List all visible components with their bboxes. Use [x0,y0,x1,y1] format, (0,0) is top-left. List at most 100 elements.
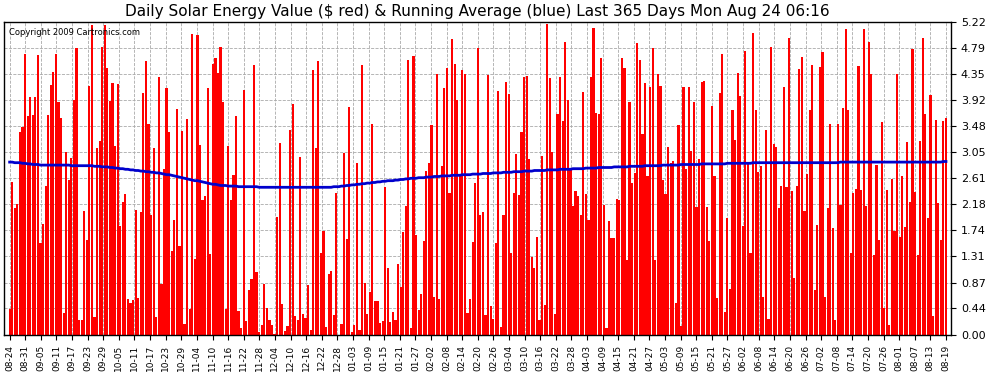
Bar [165,88,167,335]
Bar [458,174,461,335]
Bar [791,191,793,335]
Bar [37,55,39,335]
Bar [333,315,335,335]
Bar [35,97,37,335]
Bar [608,221,610,335]
Bar [490,306,492,335]
Bar [574,191,576,335]
Bar [870,74,872,335]
Bar [461,70,463,335]
Bar [125,194,127,335]
Bar [238,311,240,335]
Bar [551,152,553,335]
Bar [603,205,605,335]
Bar [70,158,72,335]
Bar [744,51,746,335]
Bar [564,42,566,335]
Bar [595,112,597,335]
Bar [654,260,656,335]
Bar [350,332,352,335]
Bar [325,327,327,335]
Bar [664,194,666,335]
Bar [680,326,682,335]
Bar [880,122,883,335]
Bar [389,322,391,335]
Bar [775,147,777,335]
Bar [243,90,245,335]
Bar [9,309,11,335]
Bar [528,159,531,335]
Bar [374,301,376,335]
Bar [217,74,219,335]
Bar [932,316,935,335]
Bar [304,318,307,335]
Bar [656,74,659,335]
Bar [155,316,157,335]
Bar [896,74,898,335]
Bar [343,153,346,335]
Bar [122,201,124,335]
Bar [176,109,178,335]
Bar [428,163,430,335]
Bar [387,268,389,335]
Bar [534,268,536,335]
Bar [289,130,291,335]
Bar [361,65,363,335]
Bar [101,46,103,335]
Bar [152,148,154,335]
Bar [587,220,589,335]
Bar [901,176,903,335]
Bar [536,237,538,335]
Bar [415,234,417,335]
Bar [150,215,152,335]
Bar [464,74,466,335]
Bar [729,289,731,335]
Bar [225,309,227,335]
Bar [456,100,458,335]
Bar [88,86,90,335]
Bar [788,38,790,335]
Bar [582,92,584,335]
Bar [410,328,412,335]
Bar [341,324,343,335]
Bar [759,166,762,335]
Bar [917,255,919,335]
Bar [328,274,330,335]
Bar [258,333,260,335]
Bar [93,317,96,335]
Bar [516,154,518,335]
Bar [407,60,410,335]
Bar [487,75,489,335]
Bar [832,228,834,335]
Bar [513,193,515,335]
Bar [508,94,510,335]
Bar [466,313,468,335]
Bar [531,257,533,335]
Bar [930,94,932,335]
Bar [844,29,846,335]
Bar [75,48,77,335]
Bar [392,312,394,335]
Bar [157,77,160,335]
Bar [778,208,780,335]
Bar [291,104,294,335]
Bar [765,130,767,335]
Bar [624,68,626,335]
Bar [847,110,849,335]
Bar [474,183,476,335]
Bar [52,72,54,335]
Bar [423,241,425,335]
Bar [940,240,941,335]
Bar [572,206,574,335]
Bar [767,320,769,335]
Bar [45,186,47,335]
Bar [67,180,70,335]
Bar [353,325,355,335]
Bar [677,125,679,335]
Bar [690,152,692,335]
Bar [556,114,558,335]
Bar [646,176,648,335]
Bar [659,86,661,335]
Bar [886,190,888,335]
Bar [706,207,708,335]
